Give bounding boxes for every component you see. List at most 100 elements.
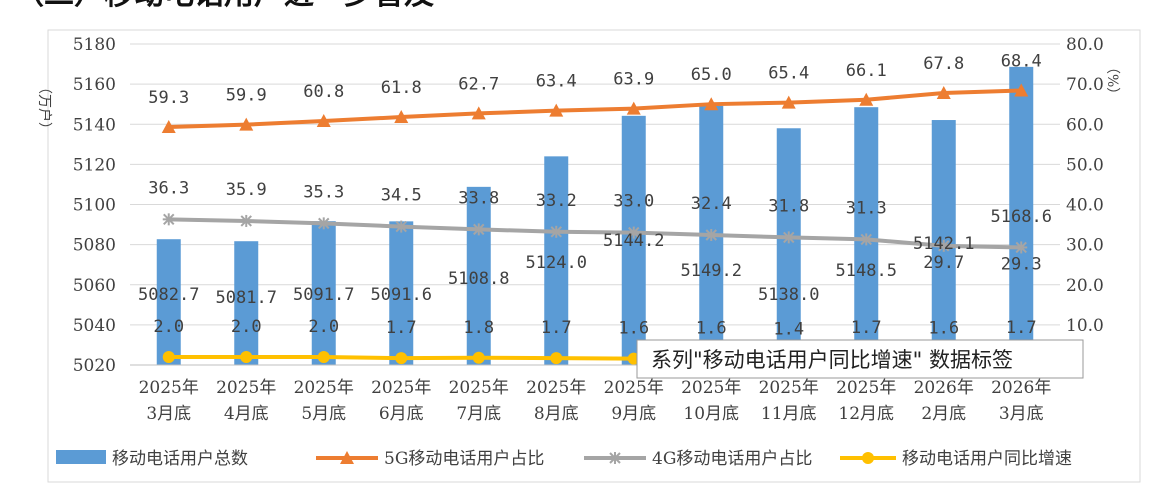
left-tick-label: 5100 [73,196,116,216]
data-label: 34.5 [381,186,422,206]
right-tick-label: 10.0 [1066,316,1104,336]
bar [1009,66,1034,365]
legend-label: 5G移动电话用户占比 [384,449,544,469]
data-label: 29.3 [1001,254,1042,274]
bar [466,186,491,365]
marker-triangle [936,85,951,99]
right-tick-label: 40.0 [1066,196,1104,216]
x-tick-year: 2025年 [759,378,819,398]
x-tick-month: 10月底 [683,404,739,424]
data-label: 59.9 [226,86,267,106]
data-label: 32.4 [691,194,732,214]
data-label: 61.8 [381,78,422,98]
header-fragment: （二）移动电话用户进一步普及 [14,0,434,12]
data-label: 1.7 [1006,318,1037,338]
marker-triangle [549,103,564,117]
data-label: 2.0 [153,317,184,337]
left-tick-label: 5140 [73,115,116,135]
data-labels: 5082.7 5081.7 5091.7 5091.6 5108.8 5124.0 5144… [138,52,1052,340]
data-label: 5081.7 [216,288,277,308]
data-label: 33.0 [613,192,654,212]
data-label: 33.8 [458,188,499,208]
data-label: 5144.2 [603,231,664,251]
data-label: 1.7 [541,318,572,338]
data-label: 63.4 [536,72,577,92]
data-label: 5138.0 [758,285,819,305]
right-tick-label: 80.0 [1066,35,1104,55]
legend-marker [609,452,621,464]
right-tick-label: 50.0 [1066,155,1104,175]
data-label: 31.8 [768,196,809,216]
left-axis: 5020 5040 5060 5080 5100 5120 5140 5160 5180 [73,35,116,376]
x-tick-month: 4月底 [224,404,269,424]
data-label: 1.6 [696,319,727,339]
data-label: 59.3 [148,88,189,108]
bar [234,241,259,365]
data-label: 63.9 [613,70,654,90]
x-tick-year: 2025年 [294,378,354,398]
data-label: 35.9 [226,180,267,200]
x-tick-year: 2025年 [216,378,276,398]
chart-frame [47,29,1141,483]
left-tick-label: 5040 [73,316,116,336]
legend-marker [340,451,354,464]
right-tick-label: 60.0 [1066,115,1104,135]
data-label: 5142.1 [913,234,974,254]
marker-star [162,213,175,226]
x-tick-year: 2025年 [836,378,896,398]
bar [311,221,336,365]
left-tick-label: 5120 [73,155,116,175]
x-tick-year: 2025年 [526,378,586,398]
bar [544,156,569,365]
right-tick-label: 20.0 [1066,276,1104,296]
marker-triangle [781,95,796,109]
data-label: 1.7 [851,318,882,338]
data-label: 5148.5 [836,261,897,281]
series-line-3 [168,217,1022,250]
x-tick-month: 5月底 [301,404,346,424]
marker-star [705,228,718,241]
legend: 移动电话用户总数 5G移动电话用户占比 4G移动电话用户占比 移动电话用户同比增速 [56,449,1072,469]
x-tick-month: 8月底 [534,404,579,424]
data-label: 29.7 [923,253,964,273]
marker-circle [162,350,175,363]
data-label: 66.1 [846,61,887,81]
data-label: 5082.7 [138,285,199,305]
bar [389,221,414,365]
data-label: 5168.6 [991,207,1052,227]
data-label: 5149.2 [681,261,742,281]
data-label: 67.8 [923,54,964,74]
data-label: 5108.8 [448,269,509,289]
data-label: 1.8 [463,318,494,338]
legend-swatch [56,450,106,464]
marker-circle [317,350,330,363]
marker-triangle [1014,83,1029,97]
left-tick-label: 5080 [73,236,116,256]
data-label: 35.3 [303,182,344,202]
x-tick-year: 2026年 [991,378,1051,398]
right-axis-unit: （%） [1104,60,1120,101]
legend-marker [862,452,874,464]
data-label: 5124.0 [526,253,587,273]
marker-star [860,233,873,246]
line-series [161,83,1029,366]
left-tick-label: 5060 [73,276,116,296]
x-tick-month: 3月底 [146,404,191,424]
data-label: 1.6 [928,319,959,339]
left-axis-unit: （万户） [36,80,53,136]
marker-star [1015,241,1028,254]
series-line-2 [168,88,1022,130]
x-tick-month: 12月底 [838,404,894,424]
bar [776,128,801,365]
tooltip-text: 系列"移动电话用户同比增速" 数据标签 [651,348,1013,372]
x-tick-month: 7月底 [456,404,501,424]
marker-triangle [704,97,719,111]
marker-star [550,225,563,238]
marker-circle [240,350,253,363]
x-tick-month: 6月底 [379,404,424,424]
marker-circle [550,352,563,365]
marker-triangle [239,117,254,131]
data-label: 1.7 [386,318,417,338]
data-label: 1.4 [773,319,804,339]
